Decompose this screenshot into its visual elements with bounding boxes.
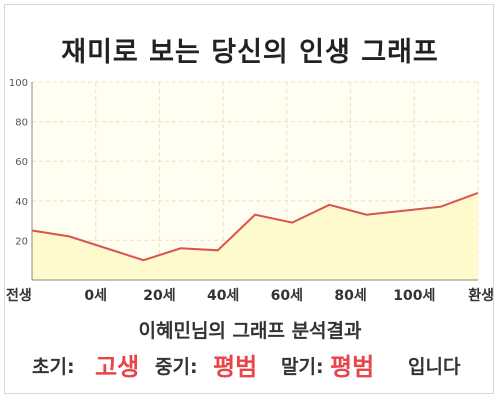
y-tick-label: 40: [15, 197, 28, 208]
early-label: 초기:: [32, 356, 75, 378]
area-fill: [32, 192, 478, 280]
y-tick-label: 80: [15, 118, 28, 129]
x-tick-label: 0세: [84, 288, 107, 304]
middle-label: 중기:: [155, 356, 198, 378]
page-title: 재미로 보는 당신의 인생 그래프: [61, 37, 439, 68]
card-frame: [4, 4, 494, 394]
result-suffix: 입니다: [408, 356, 461, 378]
x-ticks: 전생 0세 20세 40세 60세 80세 100세 환생: [6, 287, 494, 304]
x-tick-label: 환생: [468, 287, 494, 304]
x-tick-label: 20세: [143, 288, 175, 304]
y-ticks: 20 40 60 80 100: [9, 78, 28, 247]
x-tick-label: 60세: [271, 288, 303, 304]
x-tick-label: 전생: [6, 287, 32, 304]
middle-value: 평범: [213, 353, 258, 381]
late-value: 평범: [330, 353, 375, 381]
x-tick-label: 40세: [207, 288, 239, 304]
early-value: 고생: [95, 353, 140, 381]
series-line: [31, 191, 479, 262]
y-tick-label: 20: [15, 236, 28, 247]
analysis-caption: 이혜민님의 그래프 분석결과: [138, 320, 362, 342]
x-tick-label: 80세: [334, 288, 366, 304]
late-label: 말기:: [281, 356, 324, 378]
x-tick-label: 100세: [393, 288, 435, 304]
y-tick-label: 60: [15, 157, 28, 168]
y-tick-label: 100: [9, 78, 28, 89]
analysis-result: 초기: 고생 중기: 평범 말기: 평범 입니다: [0, 346, 500, 381]
